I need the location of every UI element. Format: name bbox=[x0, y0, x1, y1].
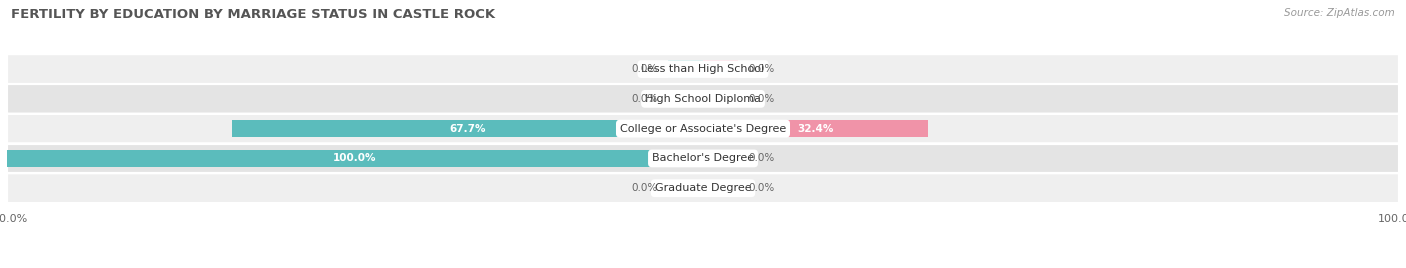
Bar bbox=[703, 61, 738, 78]
Text: 0.0%: 0.0% bbox=[631, 94, 658, 104]
Text: 67.7%: 67.7% bbox=[449, 124, 485, 134]
FancyBboxPatch shape bbox=[7, 114, 1399, 144]
Bar bbox=[703, 90, 738, 107]
Bar bbox=[668, 180, 703, 197]
Text: 0.0%: 0.0% bbox=[748, 183, 775, 193]
Text: 0.0%: 0.0% bbox=[748, 94, 775, 104]
FancyBboxPatch shape bbox=[7, 173, 1399, 203]
Bar bbox=[668, 61, 703, 78]
Text: 0.0%: 0.0% bbox=[748, 64, 775, 74]
Bar bbox=[703, 120, 928, 137]
Text: Source: ZipAtlas.com: Source: ZipAtlas.com bbox=[1284, 8, 1395, 18]
FancyBboxPatch shape bbox=[7, 84, 1399, 114]
Text: FERTILITY BY EDUCATION BY MARRIAGE STATUS IN CASTLE ROCK: FERTILITY BY EDUCATION BY MARRIAGE STATU… bbox=[11, 8, 495, 21]
Text: High School Diploma: High School Diploma bbox=[645, 94, 761, 104]
FancyBboxPatch shape bbox=[7, 54, 1399, 84]
Bar bbox=[703, 180, 738, 197]
Text: Bachelor's Degree: Bachelor's Degree bbox=[652, 153, 754, 163]
Bar bbox=[7, 150, 703, 167]
Text: 0.0%: 0.0% bbox=[631, 64, 658, 74]
Text: 100.0%: 100.0% bbox=[333, 153, 377, 163]
Text: 0.0%: 0.0% bbox=[631, 183, 658, 193]
Text: College or Associate's Degree: College or Associate's Degree bbox=[620, 124, 786, 134]
Text: 0.0%: 0.0% bbox=[748, 153, 775, 163]
FancyBboxPatch shape bbox=[7, 144, 1399, 173]
Bar bbox=[703, 150, 738, 167]
Text: Less than High School: Less than High School bbox=[641, 64, 765, 74]
Bar bbox=[668, 90, 703, 107]
Bar bbox=[232, 120, 703, 137]
Text: 32.4%: 32.4% bbox=[797, 124, 834, 134]
Text: Graduate Degree: Graduate Degree bbox=[655, 183, 751, 193]
